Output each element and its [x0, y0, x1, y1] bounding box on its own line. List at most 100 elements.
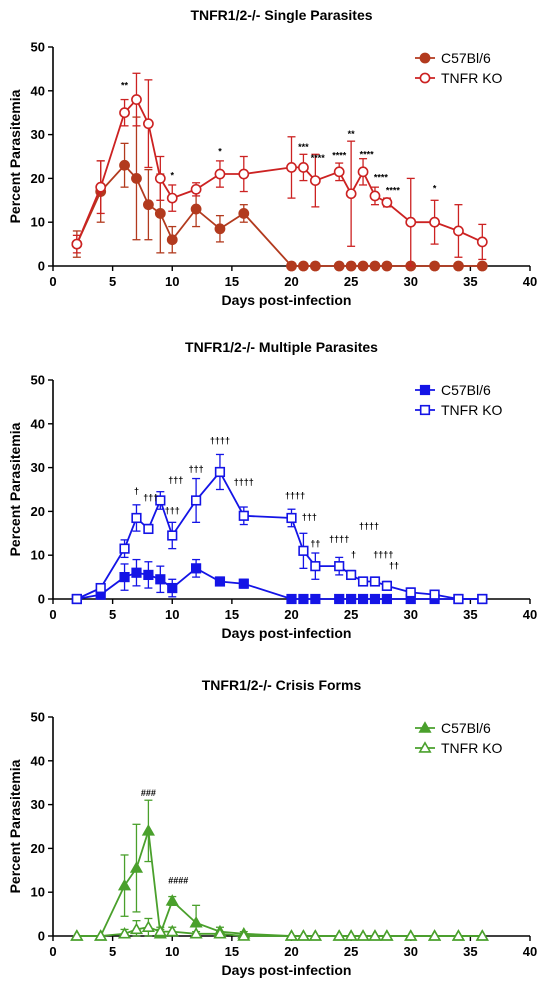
- data-point: [238, 510, 249, 521]
- series-1: [70, 799, 489, 941]
- data-point: [333, 260, 345, 272]
- data-point: [369, 576, 381, 587]
- data-point: [429, 216, 440, 228]
- data-point: [119, 571, 130, 583]
- data-point: [381, 593, 393, 605]
- data-point: [238, 208, 250, 219]
- data-point: [298, 593, 309, 605]
- legend-label: TNFR KO: [441, 740, 503, 756]
- significance-annotation: †††: [168, 475, 183, 485]
- data-point: [405, 216, 417, 228]
- data-point: [308, 929, 322, 941]
- data-point: [167, 530, 178, 541]
- data-point: [214, 466, 226, 478]
- significance-annotation: ††: [310, 538, 320, 548]
- data-point: [477, 593, 488, 605]
- x-tick-label: 40: [523, 274, 537, 289]
- data-point: [381, 197, 393, 208]
- data-point: [166, 234, 178, 246]
- x-tick-label: 25: [344, 607, 358, 622]
- data-point: [369, 190, 381, 202]
- significance-annotation: ****: [311, 153, 326, 163]
- data-point: [117, 926, 132, 939]
- data-point: [286, 162, 297, 173]
- data-point: [214, 223, 226, 235]
- data-point: [310, 593, 321, 605]
- data-point: [131, 567, 142, 578]
- data-point: [190, 203, 202, 215]
- data-point: [357, 260, 369, 272]
- x-tick-label: 15: [225, 607, 239, 622]
- data-point: [154, 208, 166, 219]
- data-point: [381, 580, 393, 591]
- data-point: [165, 894, 179, 906]
- legend-entry-2: TNFR KO: [415, 402, 503, 418]
- x-tick-label: 30: [404, 607, 418, 622]
- data-point: [141, 920, 155, 932]
- data-point: [296, 929, 311, 941]
- y-tick-label: 0: [38, 929, 45, 944]
- legend-marker: [419, 404, 431, 416]
- data-point: [119, 543, 130, 554]
- series-line: [76, 470, 483, 600]
- data-point: [131, 512, 142, 524]
- data-point: [71, 593, 82, 605]
- significance-annotation: †: [134, 486, 139, 496]
- significance-annotation: ###: [141, 788, 156, 798]
- x-tick-label: 10: [165, 944, 179, 959]
- data-point: [451, 929, 466, 941]
- legend-entry-1: C57Bl/6: [415, 50, 491, 66]
- data-point: [357, 593, 369, 605]
- significance-annotation: **: [348, 129, 356, 139]
- y-tick-label: 40: [31, 416, 45, 431]
- legend-label: C57Bl/6: [441, 720, 491, 736]
- legend-marker: [418, 741, 432, 753]
- data-point: [381, 260, 393, 272]
- significance-annotation: ††††: [373, 549, 393, 559]
- x-tick-label: 0: [49, 274, 56, 289]
- data-point: [129, 861, 144, 873]
- x-tick-label: 35: [463, 944, 477, 959]
- data-point: [284, 929, 299, 941]
- data-point: [298, 260, 309, 272]
- data-point: [405, 587, 416, 598]
- significance-annotation: †: [351, 549, 356, 559]
- data-point: [453, 593, 464, 605]
- chart-title: TNFR1/2-/- Multiple Parasites: [185, 339, 378, 355]
- data-point: [94, 929, 108, 941]
- significance-annotation: ####: [168, 875, 188, 885]
- series-2: [71, 72, 488, 267]
- data-point: [298, 162, 309, 173]
- data-point: [475, 929, 489, 941]
- data-point: [309, 175, 321, 186]
- y-tick-label: 30: [31, 127, 45, 142]
- significance-annotation: ***: [298, 142, 309, 152]
- data-point: [476, 236, 488, 248]
- y-tick-label: 20: [31, 171, 45, 186]
- chart-title: TNFR1/2-/- Crisis Forms: [202, 677, 362, 693]
- series-2: [70, 917, 489, 941]
- significance-annotation: ††††: [359, 521, 379, 531]
- data-point: [356, 929, 370, 941]
- data-point: [357, 166, 369, 178]
- data-point: [119, 107, 130, 119]
- significance-annotation: *: [433, 184, 437, 194]
- significance-annotation: ****: [332, 151, 347, 161]
- data-point: [166, 192, 178, 204]
- data-point: [334, 561, 345, 572]
- data-point: [167, 582, 178, 594]
- data-point: [345, 260, 357, 272]
- significance-annotation: *: [218, 146, 222, 156]
- data-point: [346, 593, 357, 605]
- legend-entry-1: C57Bl/6: [415, 382, 491, 398]
- y-tick-label: 50: [31, 710, 45, 725]
- data-point: [143, 569, 154, 581]
- y-tick-label: 50: [31, 40, 45, 55]
- data-point: [117, 878, 132, 891]
- x-tick-label: 5: [109, 607, 116, 622]
- x-tick-label: 10: [165, 607, 179, 622]
- data-point: [286, 593, 297, 605]
- y-tick-label: 40: [31, 83, 45, 98]
- legend-entry-2: TNFR KO: [415, 70, 503, 86]
- series-1: [71, 558, 488, 605]
